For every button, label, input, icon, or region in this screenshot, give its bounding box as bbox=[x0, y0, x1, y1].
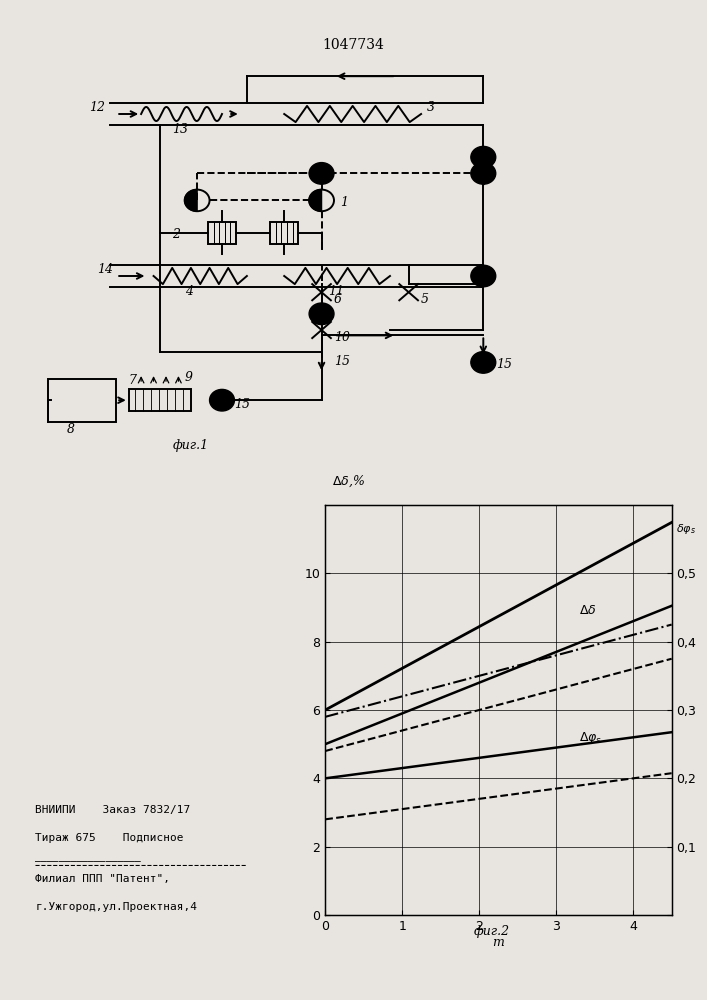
Text: 1: 1 bbox=[340, 196, 349, 209]
Circle shape bbox=[471, 163, 496, 184]
Text: 7: 7 bbox=[129, 374, 136, 387]
Circle shape bbox=[309, 163, 334, 184]
Bar bbox=[48, 379, 116, 422]
Text: 8: 8 bbox=[66, 423, 74, 436]
Text: 12: 12 bbox=[90, 101, 105, 114]
Bar bbox=[208, 222, 236, 244]
Polygon shape bbox=[185, 190, 197, 211]
Text: 13: 13 bbox=[173, 123, 188, 136]
Circle shape bbox=[471, 352, 496, 373]
Text: 5: 5 bbox=[421, 293, 429, 306]
Circle shape bbox=[471, 146, 496, 168]
Circle shape bbox=[471, 265, 496, 287]
Text: $\Delta\varphi_s$: $\Delta\varphi_s$ bbox=[579, 730, 602, 746]
Text: 4: 4 bbox=[185, 285, 193, 298]
Text: 11: 11 bbox=[328, 285, 344, 298]
Text: ——————————————————: —————————————————— bbox=[35, 856, 141, 866]
Text: 3: 3 bbox=[427, 101, 436, 114]
Text: ВНИИПИ    Заказ 7832/17: ВНИИПИ Заказ 7832/17 bbox=[35, 805, 191, 815]
Polygon shape bbox=[309, 190, 322, 211]
Circle shape bbox=[309, 303, 334, 325]
Text: 6: 6 bbox=[334, 293, 342, 306]
Bar bbox=[270, 222, 298, 244]
Text: 15: 15 bbox=[235, 398, 250, 411]
Text: Тираж 675    Подписное: Тираж 675 Подписное bbox=[35, 833, 184, 843]
X-axis label: m: m bbox=[493, 936, 504, 949]
Text: Филиал ППП "Патент",: Филиал ППП "Патент", bbox=[35, 874, 170, 884]
Text: 15: 15 bbox=[496, 358, 512, 371]
Text: 9: 9 bbox=[185, 371, 193, 384]
Text: $\Delta\mathit{\delta}$: $\Delta\mathit{\delta}$ bbox=[579, 604, 597, 617]
Text: фиг.1: фиг.1 bbox=[173, 439, 209, 452]
Bar bbox=[129, 389, 191, 411]
Text: 2: 2 bbox=[173, 228, 180, 241]
Text: фиг.2: фиг.2 bbox=[473, 925, 510, 938]
Text: $\Delta\delta$,%: $\Delta\delta$,% bbox=[332, 474, 366, 489]
Text: 15: 15 bbox=[334, 355, 350, 368]
Text: 10: 10 bbox=[334, 331, 350, 344]
Text: $\delta\varphi_s$: $\delta\varphi_s$ bbox=[677, 522, 696, 536]
Text: 1047734: 1047734 bbox=[322, 38, 385, 52]
Text: 14: 14 bbox=[98, 263, 114, 276]
Text: г.Ужгород,ул.Проектная,4: г.Ужгород,ул.Проектная,4 bbox=[35, 902, 197, 912]
Circle shape bbox=[209, 389, 235, 411]
